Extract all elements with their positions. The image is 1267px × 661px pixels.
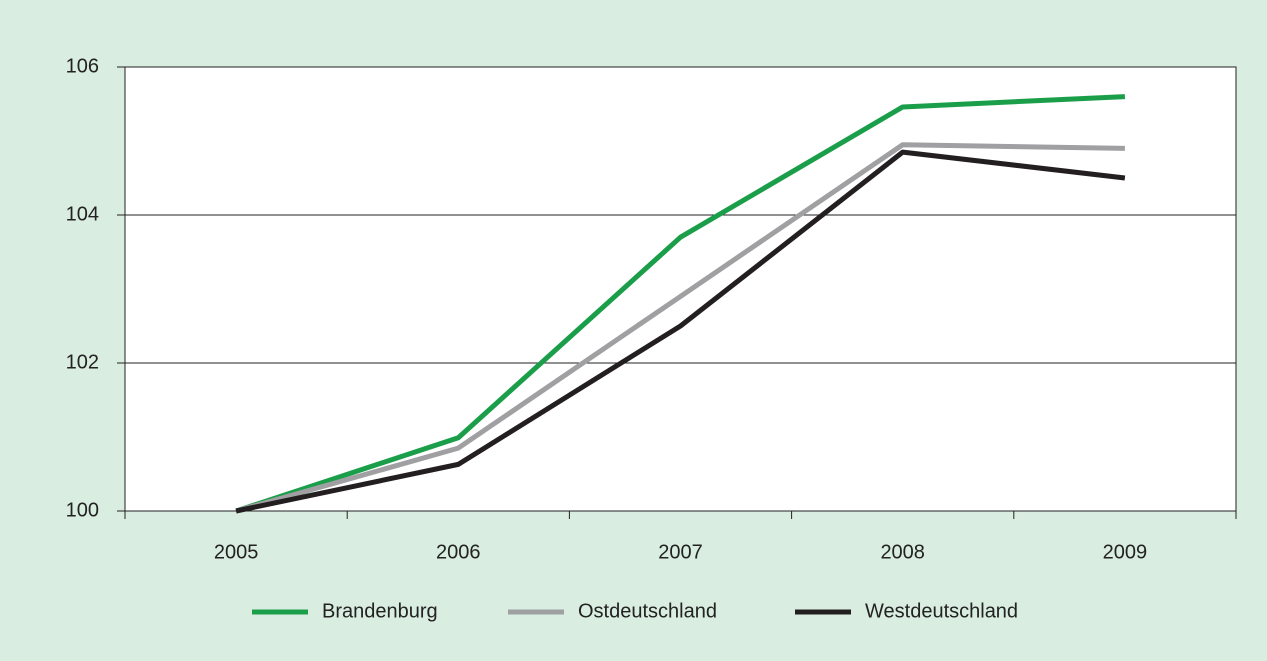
series-line xyxy=(235,94,1126,514)
x-tick-label: 2009 xyxy=(1103,541,1148,563)
y-tick-label: 100 xyxy=(66,499,99,521)
legend-label: Ostdeutschland xyxy=(578,600,717,622)
legend-label: Westdeutschland xyxy=(865,600,1018,622)
plot-area xyxy=(124,66,1237,512)
legend-label: Brandenburg xyxy=(322,600,438,622)
series-line xyxy=(235,149,1126,514)
x-tick-label: 2007 xyxy=(658,541,703,563)
y-tick-label: 104 xyxy=(66,203,99,225)
y-tick-label: 106 xyxy=(66,55,99,77)
x-tick-label: 2008 xyxy=(880,541,925,563)
y-tick-label: 102 xyxy=(66,351,99,373)
x-tick-label: 2006 xyxy=(436,541,481,563)
x-tick-label: 2005 xyxy=(214,541,259,563)
series-line xyxy=(235,142,1125,514)
